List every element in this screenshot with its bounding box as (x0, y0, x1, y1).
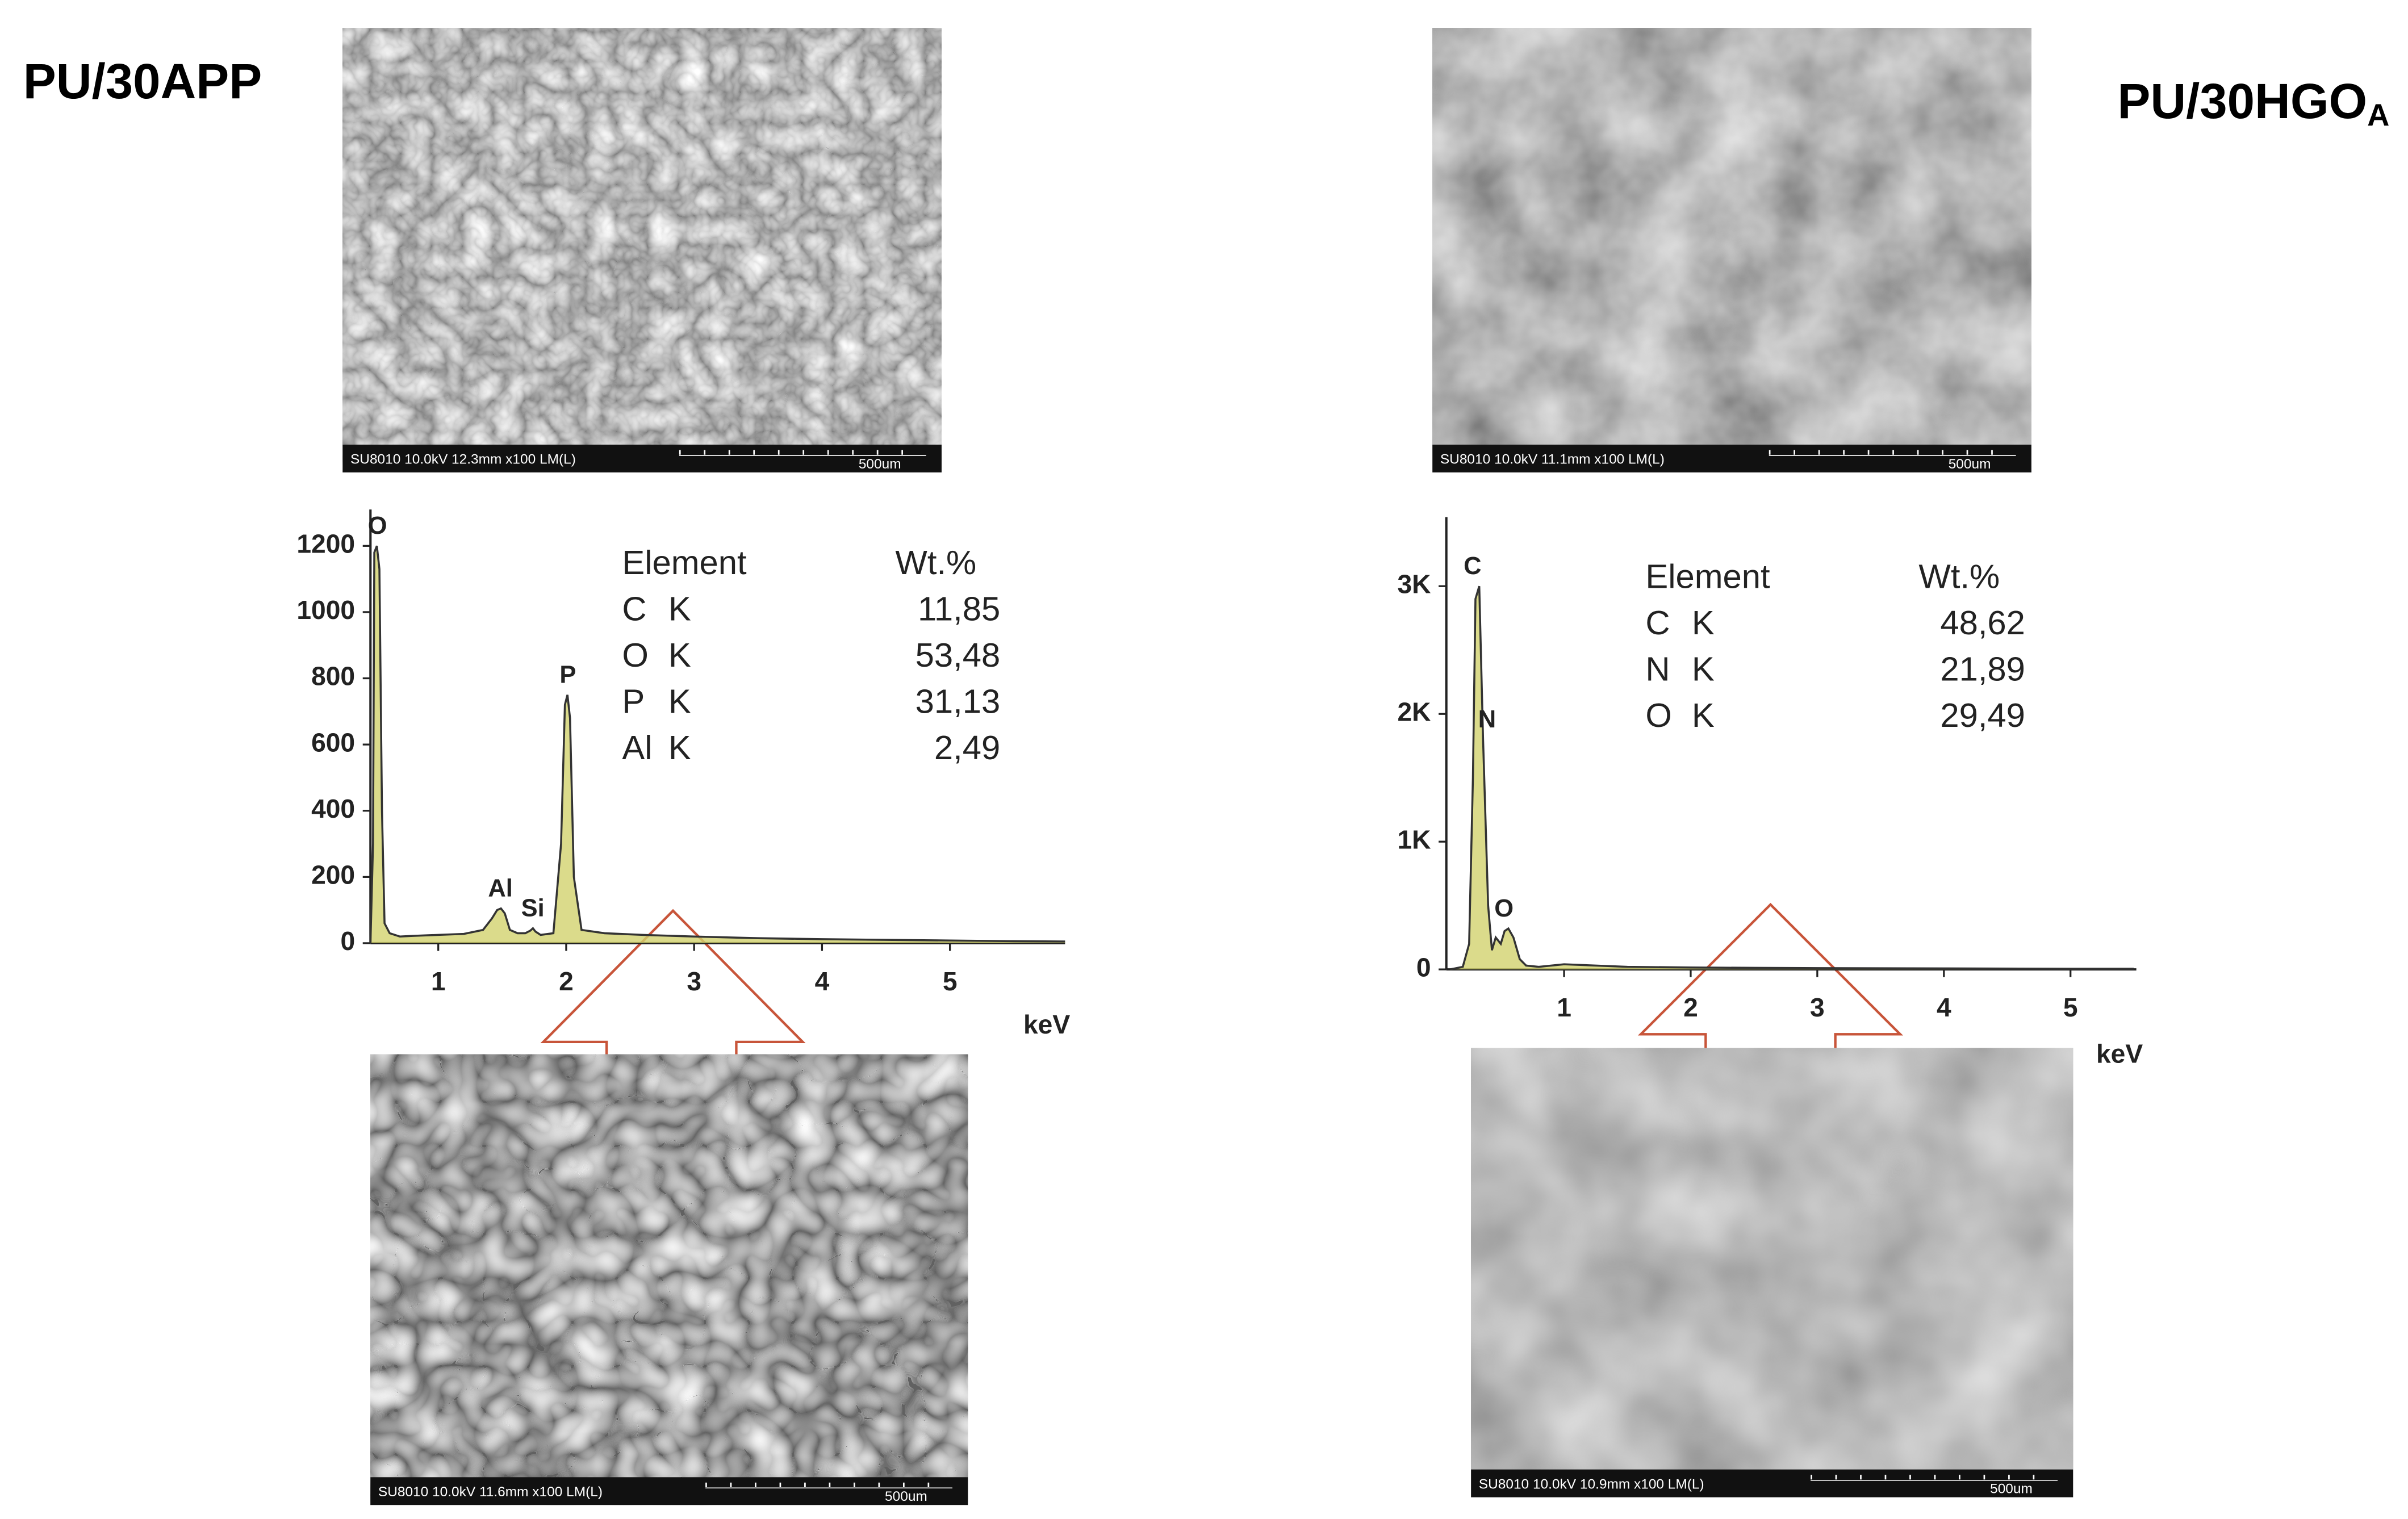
peak-label: N (1478, 706, 1496, 733)
x-tick-label: 5 (2063, 993, 2078, 1022)
y-tick-label: 3K (1397, 569, 1431, 599)
table-header: Wt.% (1918, 557, 2000, 595)
table-element: C (622, 589, 646, 627)
sem-image (1432, 28, 2031, 472)
spectrum-line (369, 545, 1065, 943)
table-line: K (1692, 696, 1715, 734)
sem-caption: SU8010 10.0kV 12.3mm x100 LM(L) (350, 452, 576, 467)
table-header: Wt.% (895, 543, 976, 581)
table-header: Element (1645, 557, 1770, 595)
y-tick-label: 0 (1416, 952, 1431, 982)
sem-scale-label: 500um (1990, 1482, 2033, 1497)
table-line: K (668, 636, 691, 674)
sem-scale-label: 500um (859, 457, 901, 472)
table-value: 31,13 (915, 682, 1001, 720)
spectrum-line (1450, 585, 2134, 970)
y-tick-label: 1200 (296, 529, 355, 559)
panel-title-main: PU/30HGO (2117, 74, 2367, 129)
peak-label: P (559, 662, 576, 689)
table-line: K (668, 729, 691, 767)
table-element: P (622, 682, 645, 720)
table-line: K (1692, 650, 1715, 688)
x-tick-label: 5 (943, 966, 958, 996)
sem-info-bar (1471, 1469, 2073, 1497)
table-value: 48,62 (1940, 604, 2025, 642)
x-axis-label: keV (2096, 1039, 2143, 1069)
panel-title: PU/30HGOA (2117, 74, 2389, 132)
peak-label: Si (521, 895, 545, 922)
sem-image (342, 28, 942, 472)
x-axis-label: keV (1023, 1010, 1070, 1039)
sem-info-bar (1432, 445, 2031, 472)
y-tick-label: 1K (1397, 825, 1431, 854)
sem-scale-label: 500um (1949, 457, 1991, 472)
peak-label: O (368, 512, 387, 539)
sem-scale-label: 500um (885, 1489, 927, 1504)
sem-caption: SU8010 10.0kV 10.9mm x100 LM(L) (1479, 1476, 1704, 1492)
peak-label: Al (488, 875, 512, 902)
panel-title: PU/30APP (23, 54, 262, 109)
peak-label: C (1464, 553, 1481, 580)
table-element: O (1645, 696, 1672, 734)
table-value: 29,49 (1940, 696, 2025, 734)
y-tick-label: 400 (311, 794, 355, 823)
table-value: 53,48 (915, 636, 1001, 674)
peak-label: O (1494, 895, 1514, 922)
table-line: K (668, 682, 691, 720)
table-value: 11,85 (918, 589, 1000, 627)
x-tick-label: 4 (815, 966, 830, 996)
x-tick-label: 1 (431, 966, 446, 996)
sem-image (370, 1054, 968, 1505)
panel-title-main: PU/30APP (23, 54, 262, 109)
x-tick-label: 3 (687, 966, 701, 996)
spectrum-area (1450, 586, 2134, 970)
sem-caption: SU8010 10.0kV 11.6mm x100 LM(L) (378, 1484, 603, 1500)
y-tick-label: 2K (1397, 697, 1431, 726)
table-value: 2,49 (934, 729, 1000, 767)
y-tick-label: 1000 (296, 595, 355, 625)
x-tick-label: 3 (1810, 993, 1825, 1022)
y-tick-label: 0 (340, 926, 355, 956)
x-tick-label: 1 (1557, 993, 1571, 1022)
y-tick-label: 600 (311, 727, 355, 757)
x-tick-label: 4 (1937, 993, 1951, 1022)
sem-info-bar (370, 1477, 968, 1505)
sem-caption: SU8010 10.0kV 11.1mm x100 LM(L) (1440, 452, 1665, 467)
y-tick-label: 800 (311, 662, 355, 691)
table-line: K (1692, 604, 1715, 642)
sem-image (1471, 1048, 2073, 1497)
x-tick-label: 2 (559, 966, 574, 996)
y-tick-label: 200 (311, 860, 355, 890)
table-element: Al (622, 729, 652, 767)
panel-title-subscript: A (2367, 98, 2389, 132)
x-tick-label: 2 (1683, 993, 1698, 1022)
table-header: Element (622, 543, 747, 581)
table-value: 21,89 (1940, 650, 2025, 688)
table-element: C (1645, 604, 1670, 642)
sem-info-bar (342, 445, 942, 472)
table-line: K (668, 589, 691, 627)
table-element: O (622, 636, 649, 674)
table-element: N (1645, 650, 1670, 688)
